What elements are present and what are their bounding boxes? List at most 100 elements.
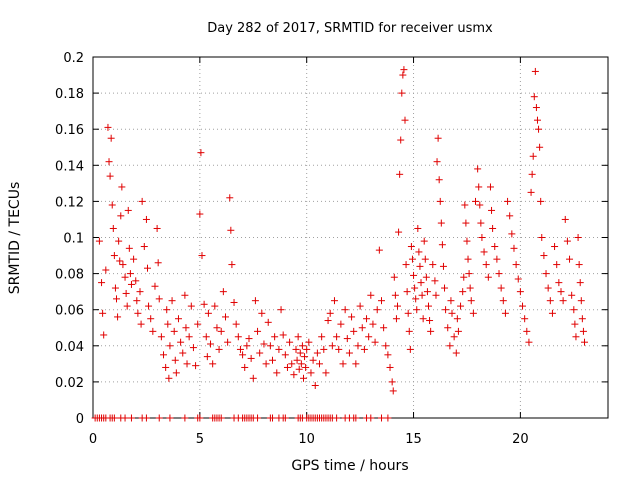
data-point	[391, 291, 399, 299]
data-point	[109, 224, 117, 232]
x-tick-label: 5	[196, 432, 204, 447]
data-point	[330, 297, 338, 305]
data-point	[136, 288, 144, 296]
data-point	[416, 262, 424, 270]
data-point	[363, 315, 371, 323]
data-point	[258, 309, 266, 317]
data-point	[438, 241, 446, 249]
data-point	[482, 261, 490, 269]
data-point	[413, 306, 421, 314]
data-point	[192, 362, 200, 370]
data-point	[105, 158, 113, 166]
data-point	[292, 345, 300, 353]
data-point	[183, 360, 191, 368]
data-point	[320, 345, 328, 353]
data-point	[254, 414, 262, 422]
data-point	[551, 243, 559, 251]
data-point	[305, 338, 313, 346]
data-point	[538, 234, 546, 241]
data-point	[179, 349, 187, 357]
data-point	[405, 327, 413, 335]
data-point	[166, 414, 174, 422]
data-point	[245, 335, 253, 343]
data-point	[575, 261, 583, 269]
data-point	[271, 333, 279, 341]
data-point	[474, 165, 482, 173]
data-point	[367, 414, 375, 422]
data-point	[580, 338, 588, 346]
data-point	[286, 338, 294, 346]
data-point	[168, 297, 176, 305]
y-tick-label: 0.02	[55, 376, 84, 391]
data-point	[365, 333, 373, 341]
data-point	[142, 414, 150, 422]
data-point	[249, 374, 257, 382]
data-point	[215, 345, 223, 353]
data-point	[432, 291, 440, 299]
data-point	[486, 183, 494, 191]
data-point	[377, 414, 385, 422]
data-point	[290, 371, 298, 379]
data-point	[557, 288, 565, 296]
data-point	[402, 261, 410, 269]
y-tick-label: 0.08	[55, 268, 84, 283]
data-point	[174, 315, 182, 323]
data-point	[341, 306, 349, 314]
data-point	[574, 234, 582, 241]
data-point	[137, 320, 145, 328]
data-point	[535, 125, 543, 133]
data-point	[533, 116, 541, 124]
data-point	[198, 252, 206, 260]
data-point	[243, 342, 251, 350]
data-point	[187, 302, 195, 310]
data-point	[345, 349, 353, 357]
axis-ticks: 0 0.02 0.04 0.06 0.08 0.1 0.12 0.14 0.16 0.18 0.2 0…	[55, 51, 608, 447]
data-point	[415, 248, 423, 256]
data-point	[377, 297, 385, 305]
data-point	[371, 338, 379, 346]
data-point	[153, 224, 161, 232]
data-point	[262, 360, 270, 368]
data-point	[211, 302, 219, 310]
data-point	[398, 89, 406, 97]
data-point	[226, 194, 234, 202]
data-point	[448, 309, 456, 317]
data-point	[134, 309, 142, 317]
data-point	[469, 309, 477, 317]
x-tick-label: 0	[89, 432, 97, 447]
data-point	[352, 360, 360, 368]
data-point	[576, 279, 584, 287]
data-point	[394, 302, 402, 310]
data-point	[397, 136, 405, 144]
data-point	[162, 363, 170, 371]
data-point	[450, 333, 458, 341]
data-point	[375, 246, 383, 254]
data-point	[333, 414, 341, 422]
data-point	[107, 134, 115, 142]
data-point	[510, 244, 518, 252]
data-point	[463, 237, 471, 245]
data-point	[127, 414, 135, 422]
data-point	[563, 237, 571, 245]
data-point	[404, 309, 412, 317]
data-point	[384, 414, 392, 422]
plot-frame	[92, 56, 609, 419]
data-point	[514, 275, 522, 283]
data-point	[441, 284, 449, 292]
data-point	[260, 340, 268, 348]
data-point	[143, 264, 151, 272]
data-point	[269, 356, 277, 364]
data-point	[497, 284, 505, 292]
data-point	[275, 345, 283, 353]
data-point	[489, 224, 497, 232]
data-point	[418, 291, 426, 299]
data-point	[160, 351, 168, 359]
data-point	[544, 284, 552, 292]
data-point	[335, 345, 343, 353]
data-point	[99, 309, 107, 317]
data-point	[247, 354, 255, 362]
data-point	[354, 342, 362, 350]
y-tick-label: 0.18	[55, 87, 84, 102]
data-point	[324, 317, 332, 325]
data-point	[302, 363, 310, 371]
